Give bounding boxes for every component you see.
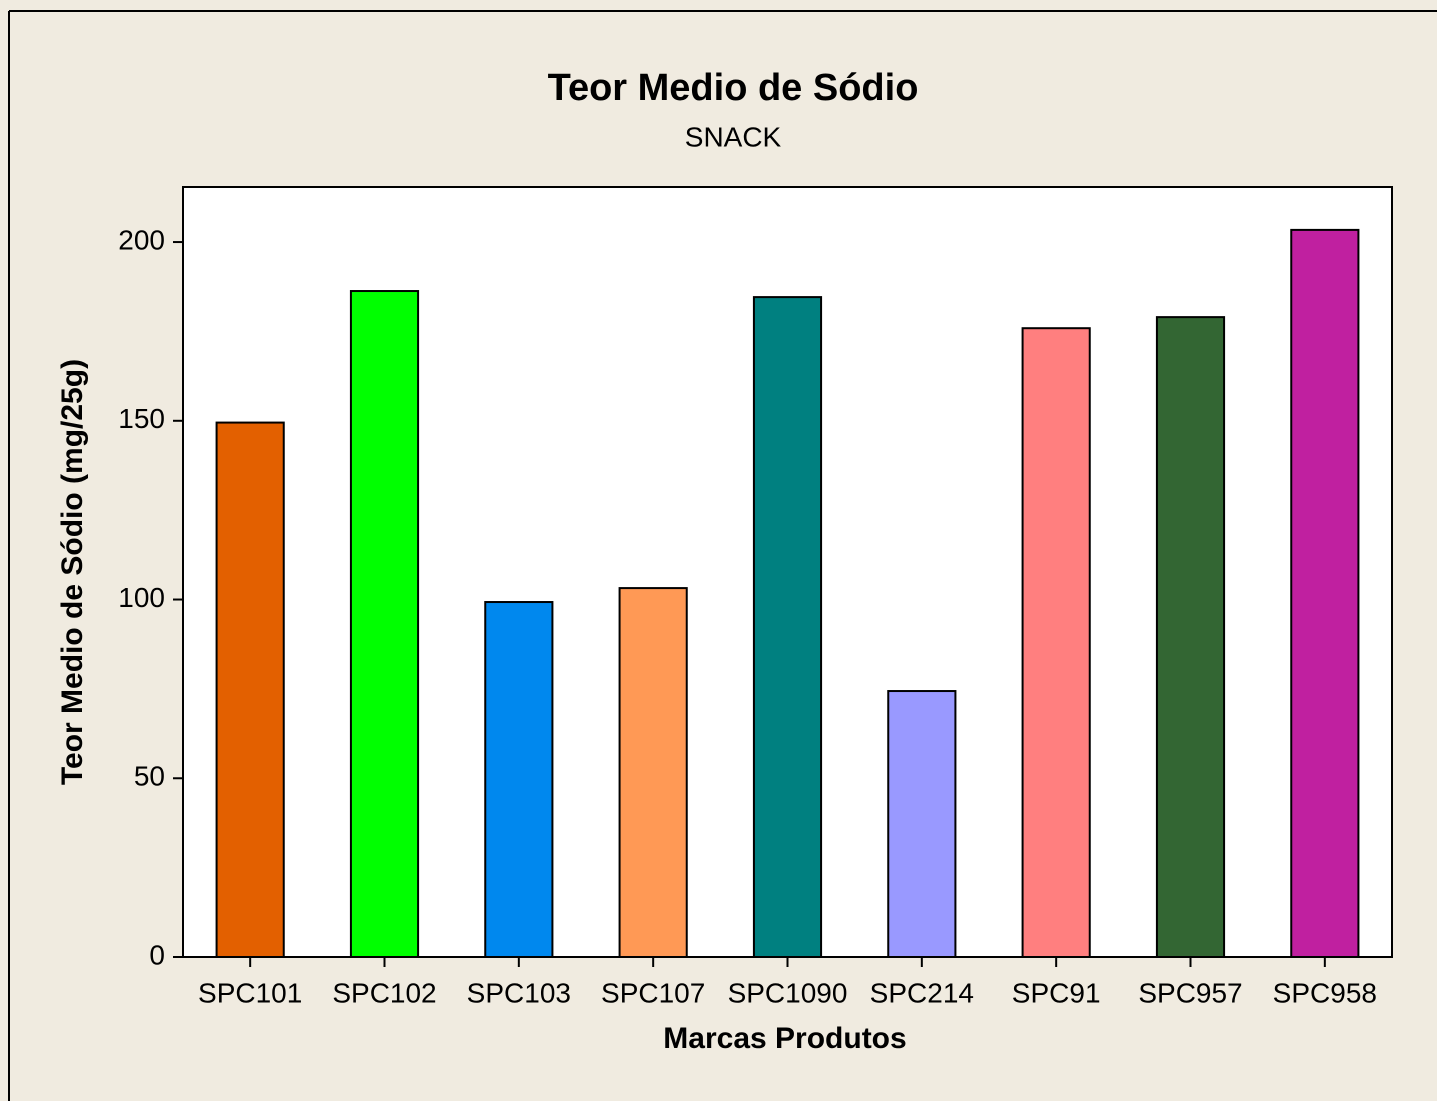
x-tick-label: SPC1090 bbox=[728, 977, 848, 1008]
bar bbox=[215, 421, 285, 958]
y-tick-label: 100 bbox=[118, 582, 165, 613]
x-tick-label: SPC102 bbox=[332, 977, 436, 1008]
x-tick-label: SPC91 bbox=[1012, 977, 1101, 1008]
x-tick-label: SPC107 bbox=[601, 977, 705, 1008]
x-axis-title: Marcas Produtos bbox=[663, 1022, 906, 1055]
y-axis-title: Teor Medio de Sódio (mg/25g) bbox=[56, 359, 89, 785]
x-tick-label: SPC101 bbox=[198, 977, 302, 1008]
bar bbox=[349, 290, 420, 958]
y-tick-label: 200 bbox=[118, 224, 165, 255]
x-tick-label: SPC958 bbox=[1273, 977, 1377, 1008]
chart-title: Teor Medio de Sódio bbox=[548, 67, 919, 109]
bar bbox=[484, 601, 554, 958]
y-tick-label: 0 bbox=[149, 939, 165, 970]
bar bbox=[1155, 316, 1226, 958]
bar bbox=[887, 690, 957, 958]
bar bbox=[618, 587, 688, 958]
bar bbox=[1021, 327, 1091, 959]
bar bbox=[1290, 228, 1360, 959]
x-tick-label: SPC214 bbox=[870, 977, 974, 1008]
chart-subtitle: SNACK bbox=[685, 121, 782, 152]
x-tick-label: SPC103 bbox=[467, 977, 571, 1008]
y-tick-label: 150 bbox=[118, 403, 165, 434]
x-tick-label: SPC957 bbox=[1138, 977, 1242, 1008]
bar bbox=[752, 296, 823, 959]
y-tick-label: 50 bbox=[134, 761, 165, 792]
